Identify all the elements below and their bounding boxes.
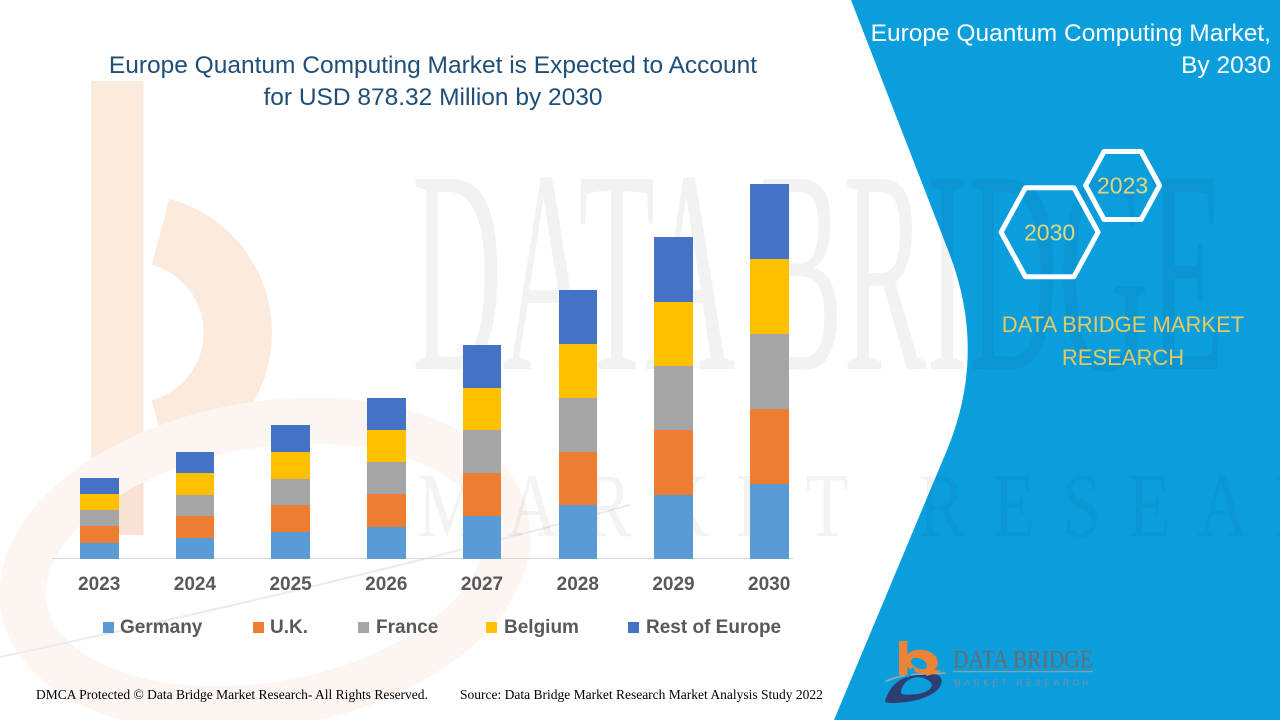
svg-text:2030: 2030 <box>1024 220 1075 246</box>
svg-text:2023: 2023 <box>1097 173 1148 199</box>
svg-text:MARKET RESEARCH: MARKET RESEARCH <box>954 679 1092 688</box>
svg-text:DATA BRIDGE: DATA BRIDGE <box>953 647 1093 674</box>
